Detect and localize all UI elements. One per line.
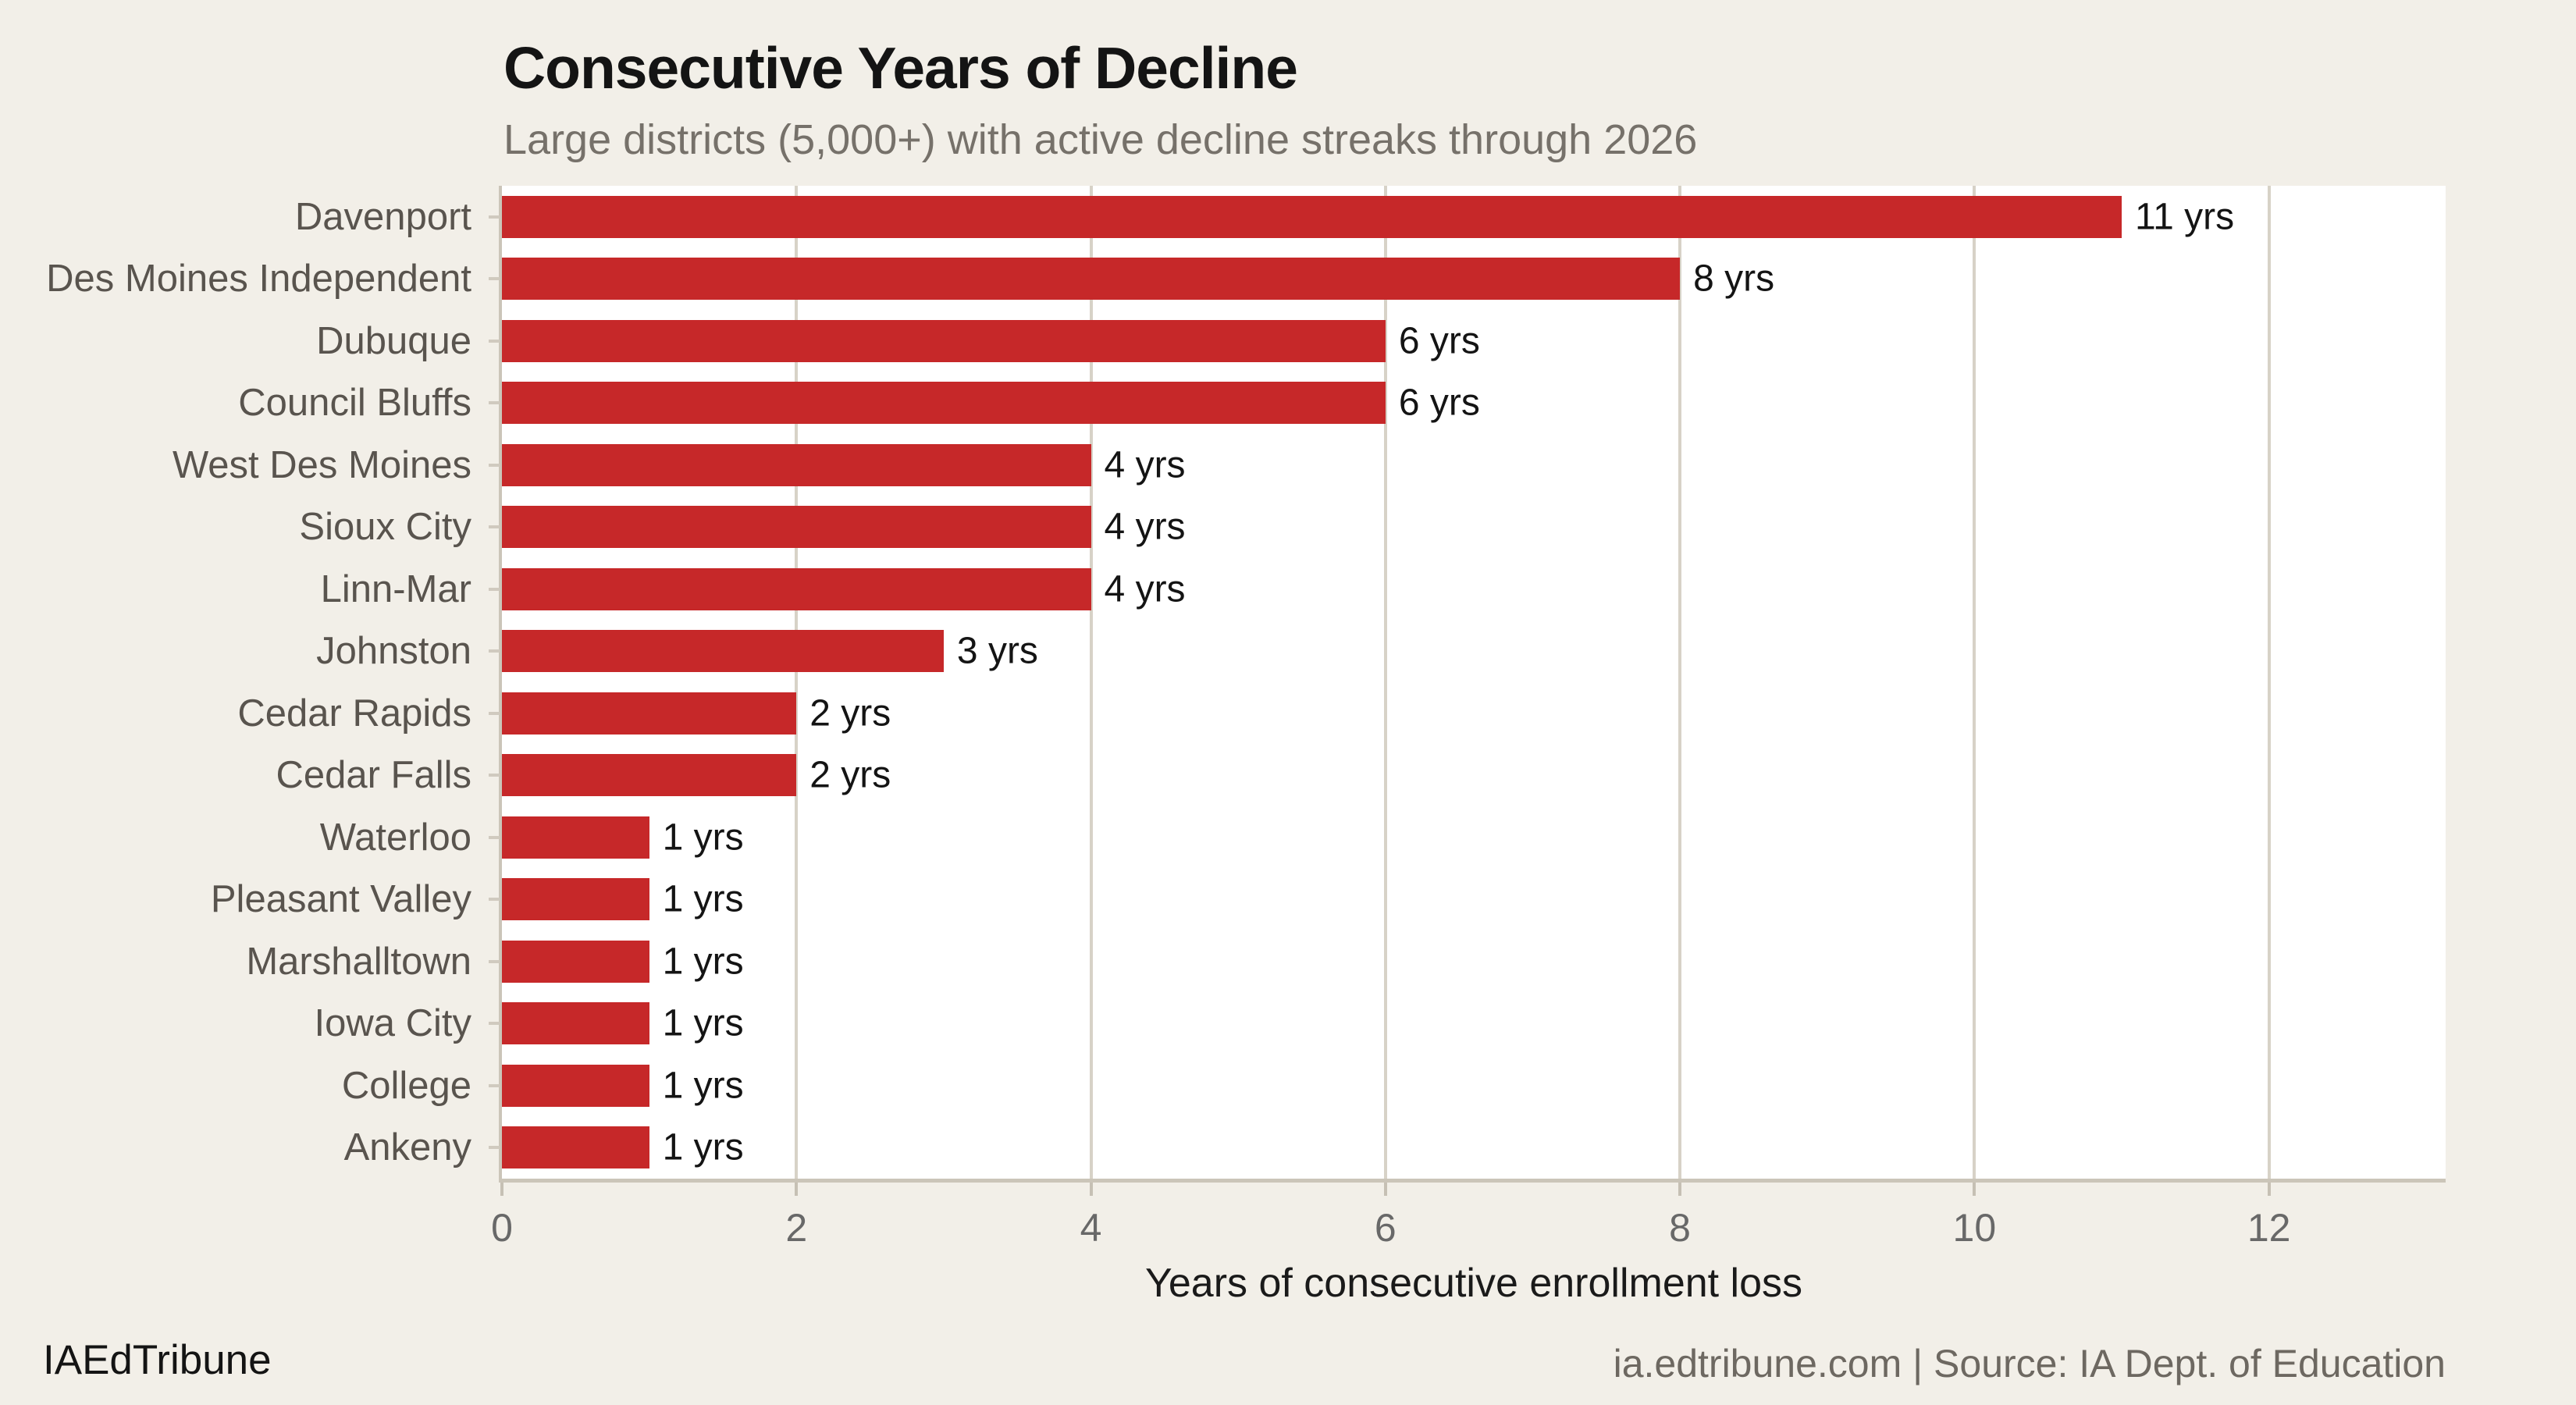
y-axis-label: College xyxy=(341,1064,471,1107)
y-tick xyxy=(489,463,500,467)
x-tick xyxy=(1089,1183,1093,1196)
y-axis-labels: Davenport Des Moines Independent Dubuque Co… xyxy=(0,186,471,1179)
x-tick-label: 0 xyxy=(491,1206,513,1250)
bar-value-label: 3 yrs xyxy=(956,630,1038,672)
y-axis-label: West Des Moines xyxy=(172,443,471,486)
chart-subtitle: Large districts (5,000+) with active dec… xyxy=(503,116,1698,163)
chart-title: Consecutive Years of Decline xyxy=(503,35,1298,101)
x-tick xyxy=(1678,1183,1682,1196)
bar-value-label: 1 yrs xyxy=(662,816,744,859)
y-tick xyxy=(489,339,500,343)
y-axis-label: Marshalltown xyxy=(246,940,471,983)
bar xyxy=(502,258,1681,301)
bar-value-label: 1 yrs xyxy=(662,1002,744,1044)
x-tick-label: 2 xyxy=(785,1206,808,1250)
footer-brand: IAEdTribune xyxy=(43,1337,272,1383)
y-axis-label: Waterloo xyxy=(319,816,471,859)
y-tick xyxy=(489,711,500,715)
bar xyxy=(502,382,1386,425)
bar-value-label: 1 yrs xyxy=(662,941,744,983)
y-tick xyxy=(489,1146,500,1150)
bar xyxy=(502,1064,649,1107)
gridline xyxy=(1973,186,1976,1179)
bar xyxy=(502,878,649,921)
bar-value-label: 2 yrs xyxy=(809,754,891,796)
y-tick xyxy=(489,1022,500,1026)
x-tick-label: 10 xyxy=(1952,1206,1997,1250)
y-axis-label: Pleasant Valley xyxy=(210,878,471,921)
y-axis-label: Cedar Falls xyxy=(276,754,471,797)
bar-value-label: 6 yrs xyxy=(1398,382,1480,424)
y-axis-label: Des Moines Independent xyxy=(46,258,471,301)
y-axis-label: Dubuque xyxy=(316,319,471,362)
y-axis-label: Linn-Mar xyxy=(320,567,471,610)
y-tick xyxy=(489,525,500,529)
y-tick xyxy=(489,835,500,839)
bar-value-label: 4 yrs xyxy=(1104,506,1186,548)
bar-value-label: 1 yrs xyxy=(662,878,744,920)
y-tick xyxy=(489,277,500,281)
x-axis-title: Years of consecutive enrollment loss xyxy=(1144,1261,1803,1306)
x-tick xyxy=(500,1183,503,1196)
y-axis-label: Davenport xyxy=(294,195,471,238)
bar xyxy=(502,630,944,673)
y-tick xyxy=(489,774,500,777)
gridline xyxy=(1089,186,1093,1179)
y-tick xyxy=(489,401,500,405)
bar-value-label: 1 yrs xyxy=(662,1065,744,1107)
bar xyxy=(502,195,2122,238)
y-axis-label: Johnston xyxy=(316,630,471,673)
x-tick xyxy=(2267,1183,2271,1196)
bar-value-label: 4 yrs xyxy=(1104,568,1186,610)
bar xyxy=(502,443,1091,486)
y-axis-label: Council Bluffs xyxy=(238,382,471,425)
y-tick xyxy=(489,587,500,591)
bar xyxy=(502,1126,649,1169)
footer-source: ia.edtribune.com | Source: IA Dept. of E… xyxy=(1613,1342,2446,1385)
bar-value-label: 11 yrs xyxy=(2135,196,2235,238)
y-axis-label: Sioux City xyxy=(299,506,471,549)
bar xyxy=(502,506,1091,549)
y-tick xyxy=(489,1083,500,1087)
bar xyxy=(502,816,649,859)
bar xyxy=(502,567,1091,610)
x-tick xyxy=(1383,1183,1387,1196)
y-tick xyxy=(489,649,500,653)
x-tick xyxy=(795,1183,799,1196)
x-tick-label: 8 xyxy=(1669,1206,1691,1250)
y-axis-spine xyxy=(499,186,502,1179)
y-tick xyxy=(489,215,500,219)
bar-value-label: 4 yrs xyxy=(1104,444,1186,486)
gridline xyxy=(1383,186,1387,1179)
x-tick-label: 6 xyxy=(1374,1206,1397,1250)
y-axis-label: Iowa City xyxy=(314,1002,471,1045)
bar xyxy=(502,1002,649,1045)
y-axis-label: Ankeny xyxy=(343,1126,471,1169)
bar xyxy=(502,319,1386,362)
x-tick-label: 12 xyxy=(2247,1206,2291,1250)
gridline xyxy=(2267,186,2271,1179)
x-tick-label: 4 xyxy=(1080,1206,1102,1250)
gridline xyxy=(1678,186,1682,1179)
bar xyxy=(502,754,797,797)
y-tick xyxy=(489,959,500,963)
bar xyxy=(502,940,649,983)
bar-value-label: 8 yrs xyxy=(1693,258,1775,300)
y-axis-label: Cedar Rapids xyxy=(237,692,471,735)
x-axis-line xyxy=(499,1179,2446,1183)
bar-value-label: 6 yrs xyxy=(1398,320,1480,362)
y-tick xyxy=(489,898,500,902)
gridline xyxy=(795,186,799,1179)
bar-value-label: 1 yrs xyxy=(662,1126,744,1168)
x-tick xyxy=(1973,1183,1976,1196)
plot-area: 11 yrs 8 yrs 6 yrs 6 yrs 4 yrs 4 yrs 4 yrs 3 yr… xyxy=(502,186,2446,1179)
bar xyxy=(502,692,797,735)
bar-value-label: 2 yrs xyxy=(809,692,891,735)
